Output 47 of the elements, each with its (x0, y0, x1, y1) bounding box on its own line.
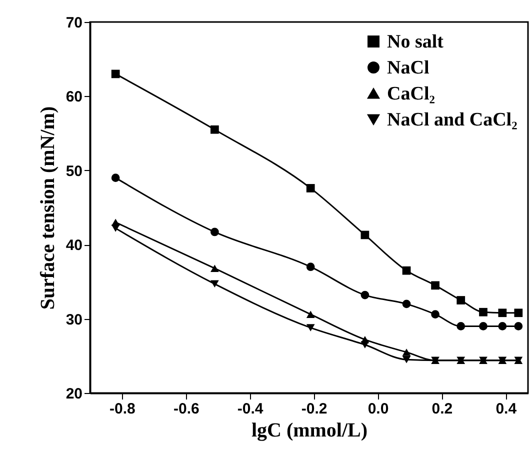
point (498, 322, 507, 330)
x-tick-label: -0.4 (237, 400, 264, 418)
point (514, 322, 523, 330)
point (402, 348, 411, 356)
point (479, 308, 488, 316)
point (402, 266, 411, 275)
point (210, 228, 219, 236)
point (360, 341, 370, 348)
point (306, 184, 315, 192)
point (456, 296, 466, 304)
x-tick-label: 0.0 (368, 400, 389, 418)
x-axis-title: lgC (mmol/L) (251, 420, 368, 442)
point (306, 262, 315, 272)
y-tick-label: 50 (66, 162, 82, 180)
point (402, 300, 411, 308)
x-tick-label: 0.2 (432, 400, 453, 418)
point (111, 174, 120, 182)
point (456, 322, 466, 330)
point (360, 290, 370, 300)
point (111, 224, 120, 232)
legend-label: CaCl₂ (387, 84, 436, 104)
point (514, 308, 523, 318)
point (479, 322, 488, 330)
x-tick-label: -0.6 (173, 400, 200, 418)
x-tick-label: 0.4 (496, 400, 518, 418)
point (498, 308, 507, 318)
x-tick-label: -0.8 (110, 400, 136, 418)
legend-label: NaCl (387, 58, 430, 78)
legend-label: NaCl and CaCl₂ (387, 110, 518, 130)
y-tick-label: 30 (66, 311, 82, 328)
legend-label: No salt (387, 32, 444, 52)
point (111, 70, 120, 78)
point (306, 324, 315, 332)
y-axis-title: Surface tension (mN/m) (36, 106, 59, 310)
y-tick-label: 60 (66, 88, 82, 106)
point (210, 125, 219, 134)
point (431, 310, 440, 319)
x-tick-label: -0.2 (301, 400, 328, 418)
y-tick-label: 20 (66, 386, 82, 402)
point (306, 310, 315, 318)
point (210, 280, 219, 288)
point (402, 356, 411, 364)
point (210, 264, 219, 272)
point (431, 281, 440, 290)
y-tick-label: 70 (66, 14, 82, 32)
y-tick-label: 40 (66, 237, 82, 254)
point (360, 230, 370, 240)
